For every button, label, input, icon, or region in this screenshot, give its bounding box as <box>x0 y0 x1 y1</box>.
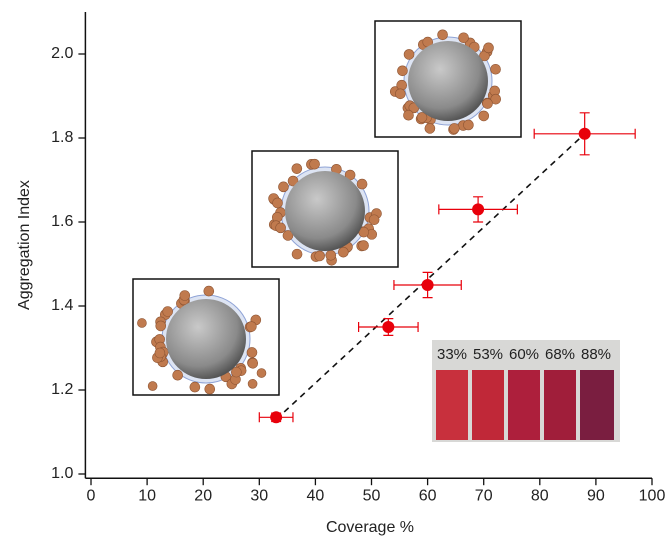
particle <box>310 159 320 169</box>
y-tick-label: 1.2 <box>51 381 73 398</box>
y-tick-label: 1.8 <box>51 129 73 146</box>
vial-label: 68% <box>545 346 575 363</box>
x-tick-label: 0 <box>87 487 96 504</box>
particle <box>173 370 183 380</box>
sphere <box>408 41 488 121</box>
x-tick-label: 40 <box>307 487 325 504</box>
x-tick-label: 10 <box>138 487 156 504</box>
particle <box>278 182 288 192</box>
particle <box>155 348 165 358</box>
x-tick-label: 70 <box>475 487 493 504</box>
particle <box>292 164 302 174</box>
particle <box>276 223 286 233</box>
particle <box>246 322 256 332</box>
insets <box>133 21 521 395</box>
particle <box>483 99 493 109</box>
particle <box>326 250 336 260</box>
particle <box>491 64 501 74</box>
particle <box>425 123 435 133</box>
vial <box>472 370 504 440</box>
particle <box>190 382 200 392</box>
particle <box>205 384 215 394</box>
particle <box>137 318 146 327</box>
point <box>270 411 282 423</box>
sphere <box>166 299 246 379</box>
particle <box>369 215 379 225</box>
y-tick-label: 1.0 <box>51 465 73 482</box>
particle <box>357 179 367 189</box>
particle <box>484 43 494 53</box>
particle <box>163 307 173 317</box>
particle <box>397 66 407 76</box>
particle <box>438 30 448 40</box>
vial <box>436 370 468 440</box>
particle <box>204 286 214 296</box>
vial-label: 53% <box>473 346 503 363</box>
x-tick-label: 60 <box>419 487 437 504</box>
particle <box>338 247 348 257</box>
x-tick-label: 80 <box>531 487 549 504</box>
particle <box>459 33 469 43</box>
x-axis-label: Coverage % <box>326 519 414 536</box>
vial <box>580 370 614 440</box>
particle <box>273 198 283 208</box>
particle <box>148 382 157 391</box>
particle <box>479 111 489 121</box>
particle <box>404 110 414 120</box>
point <box>422 279 434 291</box>
y-tick-label: 1.6 <box>51 213 73 230</box>
chart: Aggregation Index Coverage % 33% 53% 60% 68… <box>0 0 669 538</box>
particle <box>359 241 369 251</box>
particle <box>315 251 325 261</box>
particle <box>156 321 166 331</box>
x-tick-label: 90 <box>587 487 605 504</box>
y-axis-label: Aggregation Index <box>16 180 33 310</box>
y-tick-label: 2.0 <box>51 45 73 62</box>
particle <box>449 123 459 133</box>
point <box>472 203 484 215</box>
x-tick-label: 100 <box>639 487 666 504</box>
x-tick-label: 20 <box>194 487 212 504</box>
vial-label: 60% <box>509 346 539 363</box>
vial <box>508 370 540 440</box>
x-tick-label: 50 <box>363 487 381 504</box>
particle <box>292 249 302 259</box>
vial <box>544 370 576 440</box>
sphere <box>285 171 365 251</box>
particle <box>248 379 257 388</box>
particle <box>248 358 258 368</box>
x-tick-label: 30 <box>250 487 268 504</box>
particle <box>257 369 266 378</box>
particle <box>404 49 414 59</box>
particle <box>463 120 473 130</box>
particle <box>247 347 257 357</box>
y-tick-label: 1.4 <box>51 297 73 314</box>
vial-label: 33% <box>437 346 467 363</box>
vial-label: 88% <box>581 346 611 363</box>
particle <box>395 89 405 99</box>
particle <box>180 291 190 301</box>
point <box>579 128 591 140</box>
point <box>382 321 394 333</box>
